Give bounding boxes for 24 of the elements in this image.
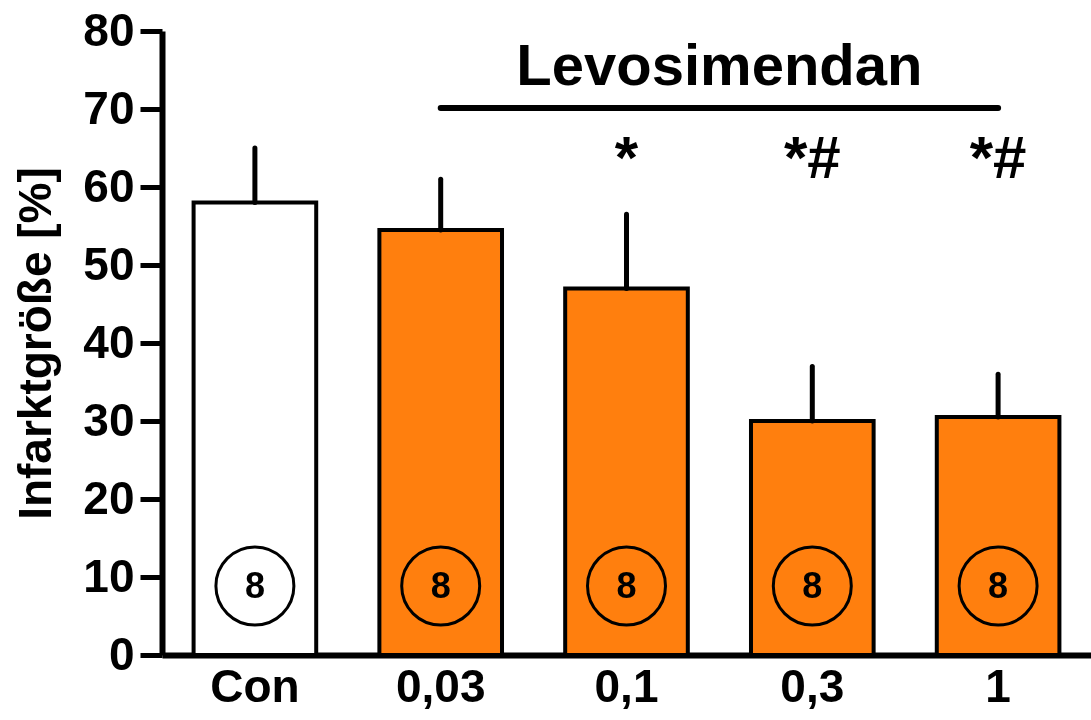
annotation: *#: [783, 124, 841, 191]
annotation: 8: [430, 565, 451, 606]
x-tick-label: 0,1: [594, 659, 659, 712]
annotation: 8: [802, 565, 823, 606]
y-tick-label: 50: [83, 237, 135, 290]
annotation: *: [614, 124, 639, 191]
x-tick-label: 1: [985, 659, 1011, 712]
y-tick-label: 20: [83, 471, 135, 524]
annotation: 8: [244, 565, 265, 606]
annotation: 8: [616, 565, 637, 606]
annotation: Levosimendan: [516, 32, 923, 97]
annotation: 8: [988, 565, 1009, 606]
x-tick-label: 0,03: [395, 659, 486, 712]
y-tick-label: 0: [108, 627, 135, 680]
y-tick-label: 10: [83, 549, 135, 602]
annotation: *#: [969, 124, 1027, 191]
y-tick-label: 30: [83, 393, 135, 446]
y-tick-label: 60: [83, 159, 135, 212]
y-tick-label: 40: [83, 315, 135, 368]
y-tick-label: 70: [83, 81, 135, 134]
y-axis-title: Infarktgröße [%]: [9, 167, 62, 520]
x-tick-label: 0,3: [780, 659, 845, 712]
x-tick-label: Con: [210, 659, 300, 712]
y-tick-label: 80: [83, 3, 135, 56]
